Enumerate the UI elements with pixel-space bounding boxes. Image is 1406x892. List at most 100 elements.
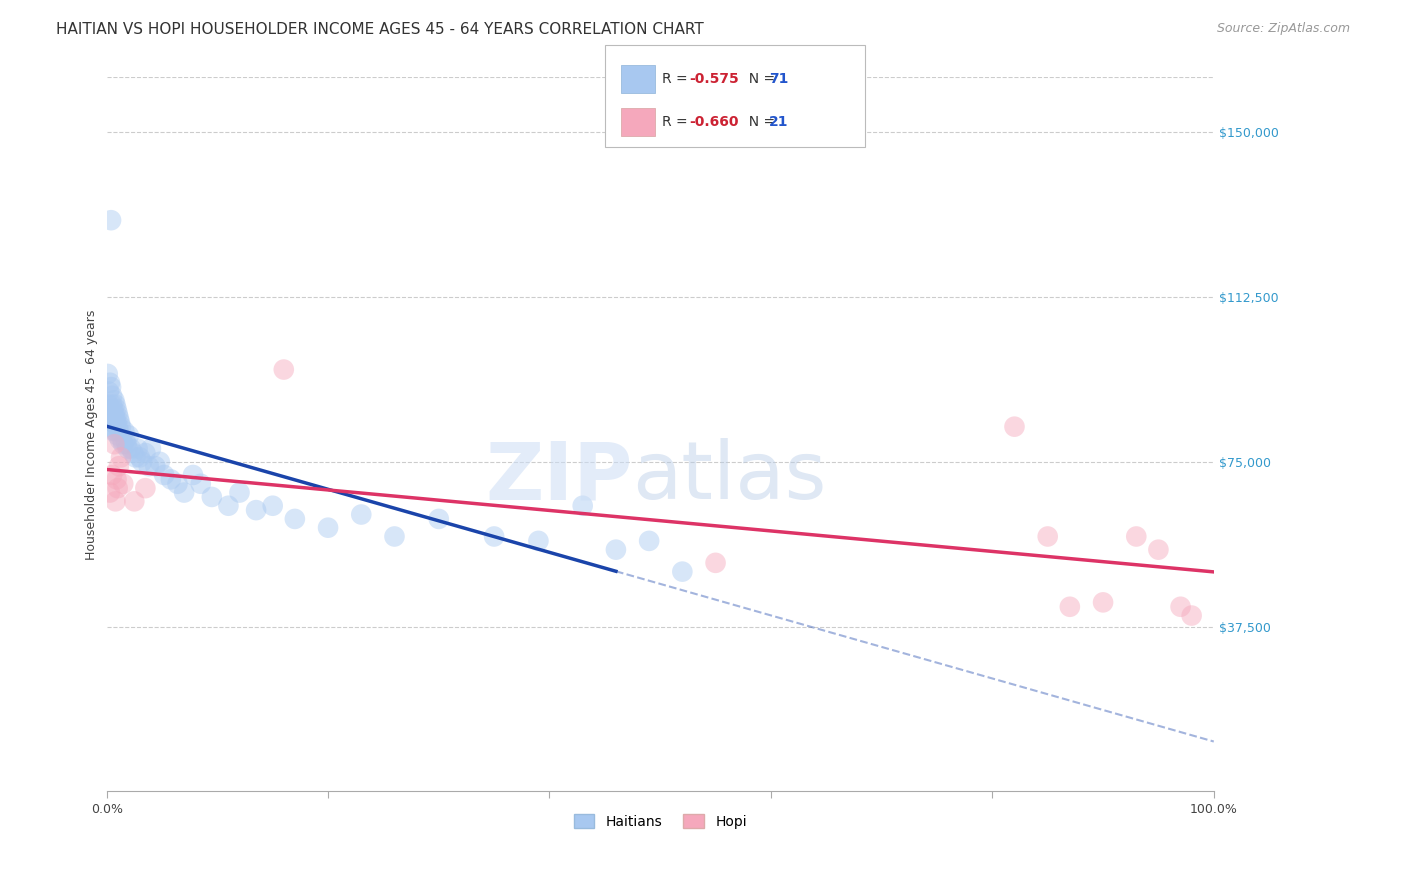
Point: [100, 380, 122, 394]
Point: [143, 459, 166, 474]
Point: [103, 437, 125, 451]
Point: [217, 499, 239, 513]
Point: [1036, 529, 1059, 543]
Point: [350, 508, 373, 522]
Point: [1181, 608, 1204, 623]
Point: [108, 433, 131, 447]
Point: [100, 410, 122, 425]
Point: [105, 415, 128, 429]
Point: [134, 446, 156, 460]
Point: [108, 410, 131, 425]
Point: [166, 476, 188, 491]
Point: [112, 424, 135, 438]
Point: [190, 476, 212, 491]
Point: [427, 512, 450, 526]
Point: [111, 433, 134, 447]
Text: -0.660: -0.660: [689, 115, 738, 129]
Point: [104, 398, 127, 412]
Point: [103, 415, 125, 429]
Text: -0.575: -0.575: [689, 72, 738, 86]
Point: [124, 450, 146, 465]
Point: [138, 459, 160, 474]
Point: [98, 402, 121, 417]
Point: [262, 499, 284, 513]
Text: N =: N =: [740, 72, 779, 86]
Point: [110, 419, 132, 434]
Point: [1092, 595, 1115, 609]
Point: [103, 424, 125, 438]
Point: [671, 565, 693, 579]
Point: [704, 556, 727, 570]
Point: [1147, 542, 1170, 557]
Point: [103, 402, 125, 417]
Point: [107, 481, 129, 495]
Text: R =: R =: [662, 72, 692, 86]
Point: [124, 494, 146, 508]
Point: [1125, 529, 1147, 543]
Point: [103, 415, 125, 429]
Point: [112, 476, 135, 491]
Point: [128, 450, 150, 465]
Point: [118, 428, 141, 442]
Point: [316, 521, 339, 535]
Point: [245, 503, 267, 517]
Point: [101, 415, 124, 429]
Point: [571, 499, 593, 513]
Point: [127, 442, 149, 456]
Point: [103, 407, 125, 421]
Point: [104, 410, 127, 425]
Point: [139, 442, 162, 456]
Point: [114, 433, 136, 447]
Point: [107, 407, 129, 421]
Point: [110, 450, 132, 465]
Text: 21: 21: [769, 115, 789, 129]
Point: [98, 376, 121, 390]
Text: HAITIAN VS HOPI HOUSEHOLDER INCOME AGES 45 - 64 YEARS CORRELATION CHART: HAITIAN VS HOPI HOUSEHOLDER INCOME AGES …: [56, 22, 704, 37]
Point: [160, 472, 183, 486]
Point: [108, 415, 131, 429]
Point: [98, 485, 121, 500]
Text: ZIP: ZIP: [485, 438, 633, 516]
Point: [149, 455, 172, 469]
Point: [173, 485, 195, 500]
Y-axis label: Householder Income Ages 45 - 64 years: Householder Income Ages 45 - 64 years: [86, 310, 98, 559]
Point: [228, 485, 250, 500]
Point: [105, 472, 128, 486]
Text: 71: 71: [769, 72, 789, 86]
Point: [181, 467, 204, 482]
Text: Source: ZipAtlas.com: Source: ZipAtlas.com: [1216, 22, 1350, 36]
Point: [104, 494, 127, 508]
Point: [97, 398, 120, 412]
Point: [107, 428, 129, 442]
Point: [101, 389, 124, 403]
Point: [638, 533, 661, 548]
Point: [284, 512, 307, 526]
Legend: Haitians, Hopi: Haitians, Hopi: [568, 808, 752, 834]
Point: [115, 437, 138, 451]
Point: [101, 467, 124, 482]
Point: [122, 446, 145, 460]
Point: [117, 442, 139, 456]
Point: [120, 442, 142, 456]
Point: [112, 437, 135, 451]
Point: [384, 529, 406, 543]
Point: [1059, 599, 1081, 614]
Point: [98, 419, 121, 434]
Point: [97, 367, 120, 381]
Point: [482, 529, 505, 543]
Point: [105, 402, 128, 417]
Point: [273, 362, 295, 376]
Point: [108, 459, 131, 474]
Point: [103, 393, 125, 408]
Text: atlas: atlas: [633, 438, 827, 516]
Point: [104, 424, 127, 438]
Point: [101, 398, 124, 412]
Point: [108, 424, 131, 438]
Point: [1170, 599, 1192, 614]
Text: R =: R =: [662, 115, 692, 129]
Point: [97, 384, 120, 399]
Point: [131, 455, 153, 469]
Point: [201, 490, 224, 504]
Text: N =: N =: [740, 115, 779, 129]
Point: [134, 481, 156, 495]
